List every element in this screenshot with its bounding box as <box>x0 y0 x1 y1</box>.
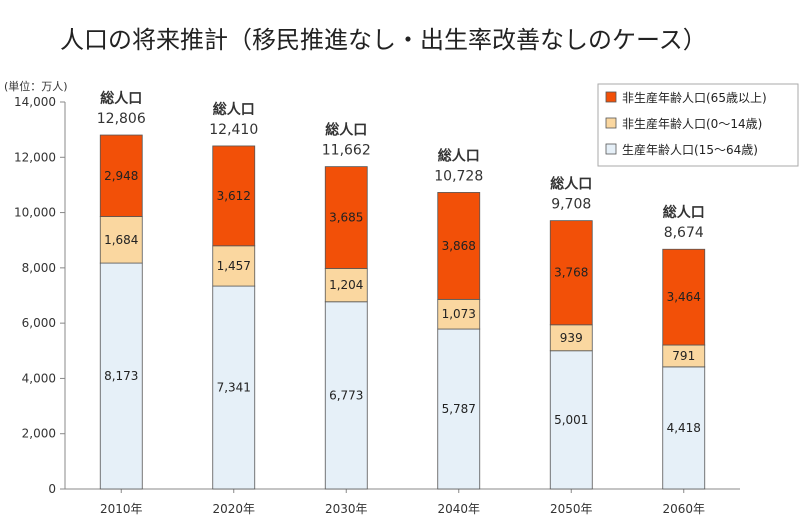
bar-children <box>324 268 368 303</box>
bar-working-age <box>99 262 143 490</box>
total-population-label: 総人口 <box>663 204 705 221</box>
unit-label: (単位：万人) <box>4 79 68 93</box>
segment-value-label: 5,001 <box>554 413 588 427</box>
bar-working-age <box>324 301 368 490</box>
segment-value-label: 7,341 <box>217 381 251 395</box>
total-population-label: 総人口 <box>550 176 592 193</box>
bar-working-age <box>549 350 593 490</box>
bar-elderly <box>99 134 143 217</box>
segment-value-label: 3,685 <box>329 211 363 225</box>
x-tick-label: 2050年 <box>550 502 593 516</box>
total-population-value: 11,662 <box>322 143 371 159</box>
bar-elderly <box>549 220 593 326</box>
segment-value-label: 3,464 <box>667 290 701 304</box>
y-tick-label: 6,000 <box>22 316 56 330</box>
segment-value-label: 2,948 <box>104 169 138 183</box>
legend-swatch <box>605 91 617 103</box>
segment-value-label: 8,173 <box>104 369 138 383</box>
bar-elderly <box>437 192 481 300</box>
legend-swatch <box>605 143 617 155</box>
bar-working-age <box>212 285 256 490</box>
bar-elderly <box>324 166 368 269</box>
total-population-value: 12,410 <box>209 122 258 138</box>
x-tick-label: 2020年 <box>212 502 255 516</box>
legend-box <box>597 83 799 167</box>
total-population-value: 8,674 <box>664 225 704 241</box>
legend-swatch <box>605 117 617 129</box>
segment-value-label: 3,868 <box>442 239 476 253</box>
segment-value-label: 1,204 <box>329 278 363 292</box>
bar-children <box>99 216 143 264</box>
bar-working-age <box>437 328 481 490</box>
total-population-label: 総人口 <box>100 90 142 107</box>
labels: 8,173 1,684 2,948 総人口 12,806 7,341 1,457 3,612 総… <box>97 90 705 435</box>
bar-children <box>437 298 481 330</box>
total-population-label: 総人口 <box>438 147 480 164</box>
total-population-value: 10,728 <box>434 168 483 184</box>
x-tick-label: 2060年 <box>662 502 705 516</box>
bar-elderly <box>662 248 706 346</box>
legend-label: 非生産年齢人口(0～14歳) <box>622 116 762 131</box>
segment-value-label: 3,612 <box>217 189 251 203</box>
segment-value-label: 1,457 <box>217 259 251 273</box>
y-tick-label: 12,000 <box>14 150 56 164</box>
x-tick-label: 2010年 <box>100 502 143 516</box>
y-tick-label: 14,000 <box>14 95 56 109</box>
bars <box>99 134 706 490</box>
segment-value-label: 3,768 <box>554 266 588 280</box>
y-tick-label: 4,000 <box>22 371 56 385</box>
legend-label: 非生産年齢人口(65歳以上) <box>622 90 767 105</box>
total-population-label: 総人口 <box>213 101 255 118</box>
segment-value-label: 1,684 <box>104 233 138 247</box>
total-population-label: 総人口 <box>325 122 367 139</box>
segment-value-label: 6,773 <box>329 388 363 402</box>
bar-working-age <box>662 366 706 490</box>
y-tick-label: 10,000 <box>14 206 56 220</box>
segment-value-label: 4,418 <box>667 421 701 435</box>
segment-value-label: 1,073 <box>442 307 476 321</box>
total-population-value: 12,806 <box>97 111 146 127</box>
x-tick-label: 2030年 <box>325 502 368 516</box>
legend: 非生産年齢人口(65歳以上) 非生産年齢人口(0～14歳) 生産年齢人口(15～64… <box>597 83 799 167</box>
segment-value-label: 791 <box>672 349 695 363</box>
chart-title: 人口の将来推計（移民推進なし・出生率改善なしのケース） <box>60 26 707 54</box>
y-tick-label: 2,000 <box>22 427 56 441</box>
x-tick-label: 2040年 <box>437 502 480 516</box>
bar-elderly <box>212 145 256 247</box>
axes: 0 2,000 4,000 6,000 8,000 10,000 12,000 14,000 2… <box>14 95 740 516</box>
y-tick-label: 8,000 <box>22 261 56 275</box>
y-tick-label: 0 <box>48 482 56 496</box>
bar-children <box>212 245 256 287</box>
segment-value-label: 939 <box>560 331 583 345</box>
segment-value-label: 5,787 <box>442 402 476 416</box>
total-population-value: 9,708 <box>551 197 591 213</box>
legend-label: 生産年齢人口(15～64歳) <box>622 142 758 157</box>
